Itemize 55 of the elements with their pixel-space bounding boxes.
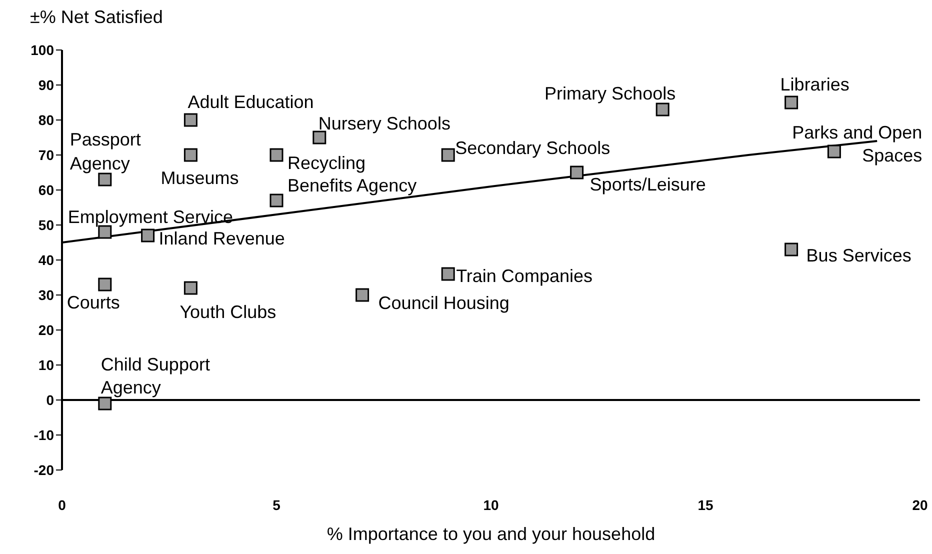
y-tick-label: 10 bbox=[38, 356, 54, 373]
annotation: Museums bbox=[160, 168, 239, 188]
annotation: Benefits Agency bbox=[288, 176, 417, 196]
annotation: Nursery Schools bbox=[318, 114, 450, 134]
point bbox=[270, 194, 284, 208]
annotation: Adult Education bbox=[188, 92, 314, 112]
point bbox=[827, 144, 841, 158]
point bbox=[98, 278, 112, 292]
x-axis-title: % Importance to you and your household bbox=[326, 524, 656, 544]
y-tick-label: -20 bbox=[34, 462, 54, 478]
point bbox=[441, 148, 455, 162]
y-tick-label: 60 bbox=[38, 182, 54, 198]
annotation: Youth Clubs bbox=[180, 302, 276, 322]
y-tick-label: 90 bbox=[38, 76, 54, 93]
annotation: Courts bbox=[66, 292, 120, 312]
annotation: Passport Agency bbox=[70, 130, 141, 174]
y-tick-label: 50 bbox=[38, 216, 54, 233]
x-tick-label: 0 bbox=[58, 496, 66, 513]
y-tick-label: -10 bbox=[34, 426, 54, 443]
annotation: Libraries bbox=[780, 74, 850, 94]
y-tick-label: 100 bbox=[30, 42, 54, 58]
annotation: Council Housing bbox=[378, 293, 510, 313]
x-tick-label: 15 bbox=[698, 496, 714, 513]
point bbox=[184, 113, 198, 127]
point bbox=[656, 102, 670, 116]
point bbox=[270, 148, 284, 162]
annotation: Secondary Schools bbox=[455, 138, 610, 158]
y-tick-label: 20 bbox=[38, 322, 54, 338]
annotation: Sports/Leisure bbox=[590, 174, 706, 194]
y-tick-label: 40 bbox=[38, 252, 54, 268]
point bbox=[184, 148, 198, 162]
point bbox=[98, 396, 112, 410]
x-tick-label: 20 bbox=[912, 496, 928, 513]
annotation: Primary Schools bbox=[544, 84, 676, 104]
x-tick-label: 10 bbox=[483, 496, 499, 513]
x-tick-label: 5 bbox=[272, 496, 281, 513]
point bbox=[184, 281, 198, 295]
annotation: Parks and Open Spaces bbox=[792, 122, 922, 166]
y-tick-label: 80 bbox=[38, 112, 54, 128]
y-tick-label: 0 bbox=[46, 392, 54, 408]
point bbox=[98, 172, 112, 186]
y-tick-label: 30 bbox=[38, 286, 54, 303]
point bbox=[141, 228, 155, 242]
annotation: Inland Revenue bbox=[158, 228, 285, 248]
point bbox=[784, 96, 798, 110]
y-axis-title: ±% Net Satisfied bbox=[30, 7, 163, 28]
point bbox=[784, 242, 798, 256]
annotation: Recycling bbox=[288, 153, 366, 173]
annotation: Train Companies bbox=[456, 266, 592, 286]
point bbox=[356, 288, 370, 302]
annotation: Bus Services bbox=[806, 246, 912, 266]
point bbox=[570, 166, 584, 180]
annotation: Child Support Agency bbox=[100, 354, 210, 398]
y-tick-label: 70 bbox=[38, 146, 54, 163]
point bbox=[441, 267, 455, 281]
